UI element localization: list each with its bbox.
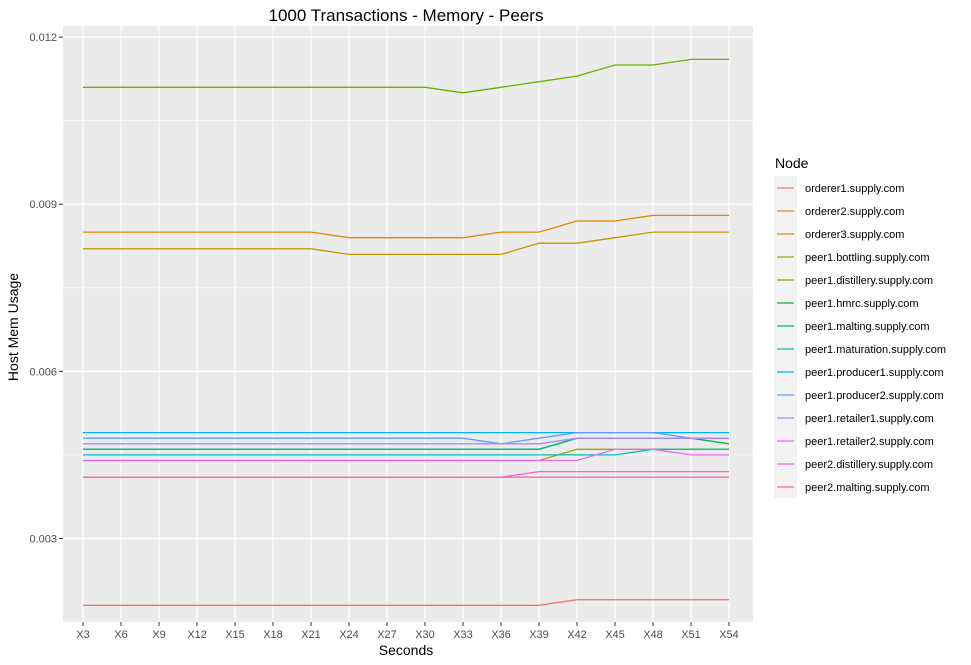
- legend-key-background: [774, 176, 797, 498]
- y-axis-ticks: 0.003 0.006 0.009 0.012: [29, 32, 63, 545]
- legend-label: peer2.malting.supply.com: [805, 482, 930, 494]
- x-tick-label: X36: [491, 629, 511, 641]
- x-tick-label: X42: [567, 629, 587, 641]
- series-line-peer1.retailer2.supply.com: [83, 448, 729, 462]
- x-tick-label: X24: [339, 629, 359, 641]
- legend-label: orderer3.supply.com: [805, 229, 904, 241]
- series-line-orderer1.supply.com: [83, 599, 729, 606]
- x-tick-label: X6: [114, 629, 127, 641]
- x-tick-label: X15: [225, 629, 245, 641]
- x-tick-label: X12: [187, 629, 207, 641]
- x-tick-label: X21: [301, 629, 321, 641]
- x-tick-label: X39: [529, 629, 549, 641]
- legend-label: peer1.malting.supply.com: [805, 321, 930, 333]
- chart-title: 1000 Transactions - Memory - Peers: [269, 6, 544, 25]
- legend-label: peer1.bottling.supply.com: [805, 252, 930, 264]
- series-line-peer1.retailer1.supply.com: [83, 437, 729, 445]
- legend-label: peer1.hmrc.supply.com: [805, 298, 919, 310]
- legend-label: peer1.maturation.supply.com: [805, 344, 946, 356]
- y-tick-label: 0.012: [29, 32, 57, 44]
- x-tick-label: X30: [415, 629, 435, 641]
- legend-label: orderer2.supply.com: [805, 206, 904, 218]
- legend-label: peer1.retailer1.supply.com: [805, 413, 934, 425]
- x-tick-label: X27: [377, 629, 397, 641]
- series-layer: [83, 58, 730, 606]
- y-tick-label: 0.009: [29, 199, 57, 211]
- x-tick-label: X18: [263, 629, 283, 641]
- legend-label: peer2.distillery.supply.com: [805, 459, 933, 471]
- x-tick-label: X51: [681, 629, 701, 641]
- grid-major: [63, 26, 753, 622]
- legend-label: peer1.producer1.supply.com: [805, 367, 944, 379]
- y-tick-label: 0.006: [29, 366, 57, 378]
- legend-label: peer1.retailer2.supply.com: [805, 436, 934, 448]
- x-tick-label: X48: [643, 629, 663, 641]
- series-line-peer1.maturation.supply.com: [83, 448, 729, 456]
- x-tick-label: X33: [453, 629, 473, 641]
- y-axis-title: Host Mem Usage: [5, 273, 21, 381]
- series-line-peer1.producer2.supply.com: [83, 431, 729, 445]
- legend-label: peer1.producer2.supply.com: [805, 390, 944, 402]
- x-axis-ticks: X3 X6 X9 X12 X15 X18 X21 X24 X27 X30 X33 X36 X39 X42 X…: [76, 622, 739, 641]
- legend: Node orderer1.supply.com orderer2.supply.…: [774, 155, 946, 498]
- plot-panel: [63, 26, 753, 622]
- x-tick-label: X54: [719, 629, 739, 641]
- series-line-orderer2.supply.com: [83, 214, 729, 239]
- x-tick-label: X45: [605, 629, 625, 641]
- legend-title: Node: [775, 155, 809, 171]
- x-tick-label: X3: [76, 629, 89, 641]
- x-tick-label: X9: [152, 629, 165, 641]
- y-tick-label: 0.003: [29, 533, 57, 545]
- legend-label: orderer1.supply.com: [805, 183, 904, 195]
- legend-items: orderer1.supply.com orderer2.supply.com or…: [777, 183, 946, 494]
- series-line-orderer3.supply.com: [83, 231, 729, 256]
- legend-label: peer1.distillery.supply.com: [805, 275, 933, 287]
- series-line-peer1.distillery.supply.com: [83, 58, 729, 94]
- x-axis-title: Seconds: [379, 642, 433, 658]
